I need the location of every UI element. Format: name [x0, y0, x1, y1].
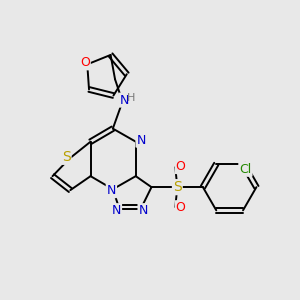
Text: Cl: Cl	[239, 163, 251, 176]
Text: S: S	[173, 180, 182, 194]
Text: S: S	[62, 150, 70, 164]
Text: N: N	[136, 134, 146, 147]
Text: N: N	[107, 184, 116, 197]
Text: O: O	[176, 160, 186, 173]
Text: O: O	[176, 201, 186, 214]
Text: H: H	[127, 93, 136, 103]
Text: N: N	[112, 204, 121, 217]
Text: N: N	[119, 94, 129, 106]
Text: O: O	[80, 56, 90, 69]
Text: N: N	[139, 204, 148, 217]
